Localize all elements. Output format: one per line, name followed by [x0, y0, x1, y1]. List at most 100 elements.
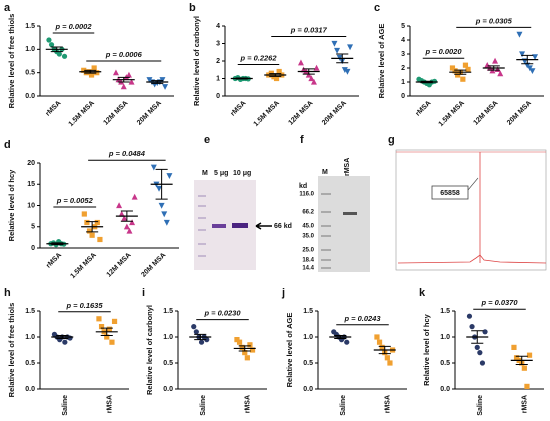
point — [334, 47, 341, 54]
point — [516, 31, 523, 38]
y-tick-label: 5 — [31, 224, 35, 231]
error-bar — [302, 68, 315, 75]
y-axis-label: Relative level of carbonyl — [192, 16, 201, 106]
point — [466, 313, 473, 319]
point — [460, 76, 466, 82]
ladder-label: 14.4 — [302, 266, 314, 272]
x-tick-label: 1.5M MSA — [68, 100, 96, 128]
error-bar — [487, 65, 500, 71]
panel-letter: h — [4, 287, 11, 299]
point — [123, 223, 130, 230]
y-tick-label: 1.0 — [163, 334, 173, 341]
lane-label: M — [322, 169, 328, 176]
y-tick-label: 1.0 — [25, 46, 35, 53]
panel-letter: a — [4, 2, 11, 14]
peak-box — [431, 185, 469, 200]
y-tick-label: 0.0 — [25, 386, 35, 393]
point — [244, 355, 250, 361]
chart: h Relative level of free thiols 0.0 0.5 1.0 1… — [4, 287, 129, 416]
point — [344, 68, 351, 75]
y-axis-label: Relative level of AGE — [285, 313, 294, 388]
point — [198, 339, 205, 345]
x-tick-label: 1.5M MSA — [438, 100, 466, 128]
panel-f: f M rMSA kd 116.0 66.2 45.0 35.0 25.0 18.4 14.… — [299, 134, 370, 272]
panel-letter: k — [419, 287, 426, 299]
point — [162, 84, 169, 90]
error-bar — [151, 80, 164, 84]
point — [474, 344, 480, 350]
p-value: p = 0.2262 — [239, 53, 277, 62]
ladder-label: 18.4 — [302, 258, 314, 264]
error-bar — [235, 77, 248, 80]
point — [86, 228, 93, 234]
ladder-label: 35.0 — [302, 234, 314, 240]
panel-letter: c — [374, 2, 380, 14]
point — [191, 324, 197, 330]
point — [98, 324, 105, 330]
point — [532, 54, 539, 60]
error-bar — [334, 334, 347, 340]
ladder-label: 25.0 — [302, 248, 314, 254]
point — [526, 352, 533, 358]
point — [479, 360, 486, 366]
panel-letter: g — [388, 134, 395, 146]
p-value: p = 0.0484 — [108, 149, 146, 158]
x-tick-label: rMSA — [245, 395, 252, 413]
point — [313, 64, 320, 71]
y-tick-label: 0.0 — [440, 386, 450, 393]
point — [482, 329, 488, 335]
point — [150, 164, 157, 171]
x-tick-label: 12M MSA — [288, 100, 315, 127]
error-bar — [269, 73, 282, 77]
error-bar — [521, 54, 534, 65]
point — [249, 347, 256, 353]
error-bar — [50, 46, 63, 53]
point — [341, 67, 348, 73]
point — [449, 65, 456, 71]
y-tick-label: 3 — [401, 51, 405, 58]
point — [247, 342, 253, 348]
point — [112, 69, 119, 76]
point — [310, 78, 317, 85]
point — [376, 339, 383, 345]
y-tick-label: 15 — [27, 181, 35, 188]
x-tick-label: 20M MSA — [140, 252, 167, 279]
error-bar — [117, 76, 130, 83]
x-tick-label: rMSA — [107, 395, 114, 413]
point — [156, 185, 163, 192]
y-tick-label: 0.0 — [163, 386, 173, 393]
y-tick-label: 1.5 — [25, 308, 35, 315]
panel-letter: i — [142, 287, 145, 299]
point — [465, 66, 471, 72]
point — [387, 360, 393, 366]
x-tick-label: rMSA — [45, 100, 63, 118]
y-tick-label: 0 — [216, 93, 220, 100]
point — [379, 344, 385, 350]
point — [193, 329, 199, 335]
panel-letter: b — [189, 2, 196, 14]
y-tick-label: 0.5 — [25, 70, 35, 77]
point — [91, 65, 97, 71]
point — [120, 83, 127, 90]
x-tick-label: 20M MSA — [506, 100, 533, 127]
point — [462, 62, 469, 68]
y-tick-label: 0.5 — [25, 360, 35, 367]
point — [159, 77, 166, 83]
p-value: p = 0.0002 — [54, 22, 92, 31]
point — [81, 211, 87, 217]
point — [106, 326, 112, 332]
point — [48, 42, 55, 48]
p-value: p = 0.0020 — [424, 47, 462, 56]
point — [126, 227, 133, 234]
error-bar — [454, 69, 467, 75]
y-tick-label: 4 — [216, 23, 220, 30]
point — [121, 215, 128, 221]
error-bar — [378, 345, 391, 355]
point — [431, 78, 438, 84]
point — [521, 365, 527, 371]
point — [276, 68, 282, 75]
p-value: p = 0.0305 — [475, 16, 513, 25]
chart: j Relative level of AGE 0.0 0.5 1.0 1.5 Saline… — [281, 287, 407, 416]
lane-label: rMSA — [344, 158, 351, 176]
